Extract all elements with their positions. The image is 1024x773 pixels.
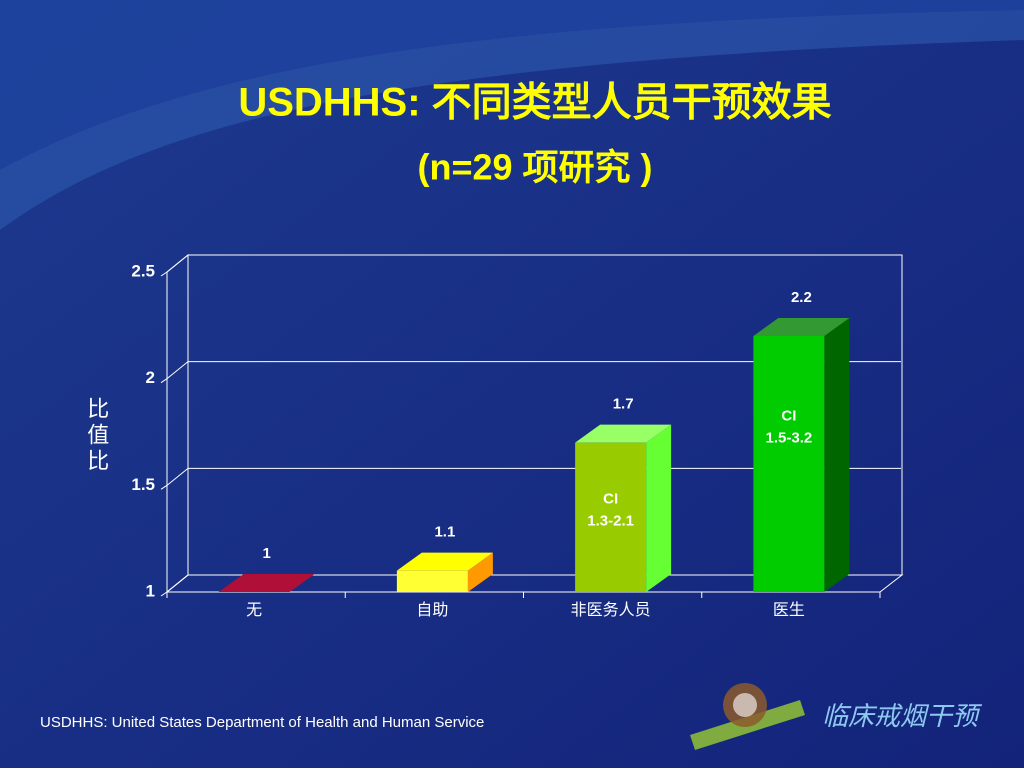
grid-line: [166, 574, 189, 593]
x-tick-label: 医生: [773, 601, 805, 619]
bar: [753, 336, 825, 592]
bar-side: [646, 424, 672, 592]
bar: [575, 442, 647, 592]
x-tick-label: 非医务人员: [571, 601, 651, 619]
tick-mark: [160, 484, 168, 490]
tick-mark: [160, 591, 168, 597]
bar-top: [575, 424, 672, 443]
ci-label: 1.5-3.2: [766, 429, 813, 446]
title: USDHHS: 不同类型人员干预效果: [238, 81, 831, 125]
footnote: USDHHS: United States Department of Heal…: [40, 714, 484, 731]
bar-top: [396, 552, 493, 571]
bar-side: [467, 552, 493, 592]
ci-label: CI: [781, 407, 796, 424]
x-tick-label: 自助: [416, 601, 448, 619]
bar: [396, 570, 468, 592]
logo-shape: [733, 693, 757, 717]
grid-line: [166, 254, 189, 273]
tick-mark: [160, 378, 168, 384]
value-label: 2.2: [791, 289, 812, 306]
y-axis-label: 比值比: [84, 397, 109, 475]
y-tick-label: 2: [146, 368, 155, 387]
bar-top: [218, 574, 315, 592]
value-label: 1.1: [434, 524, 455, 541]
swoosh: [0, 0, 1024, 170]
logo: 临床戒烟干预: [690, 683, 983, 750]
y-tick-label: 2.5: [131, 261, 155, 280]
bar-top: [753, 318, 850, 336]
tick-mark: [160, 271, 168, 277]
value-label: 1: [262, 545, 270, 562]
logo-text: 临床戒烟干预: [822, 702, 983, 732]
subtitle: (n=29 项研究 ): [417, 147, 652, 188]
ci-label: 1.3-2.1: [587, 512, 634, 529]
y-tick-label: 1.5: [131, 475, 155, 494]
ci-label: CI: [603, 490, 618, 507]
y-tick-label: 1: [146, 581, 155, 600]
bar-side: [824, 318, 850, 592]
x-tick-label: 无: [246, 602, 262, 619]
grid-line: [166, 361, 189, 380]
grid-line: [166, 467, 189, 486]
value-label: 1.7: [613, 396, 634, 413]
